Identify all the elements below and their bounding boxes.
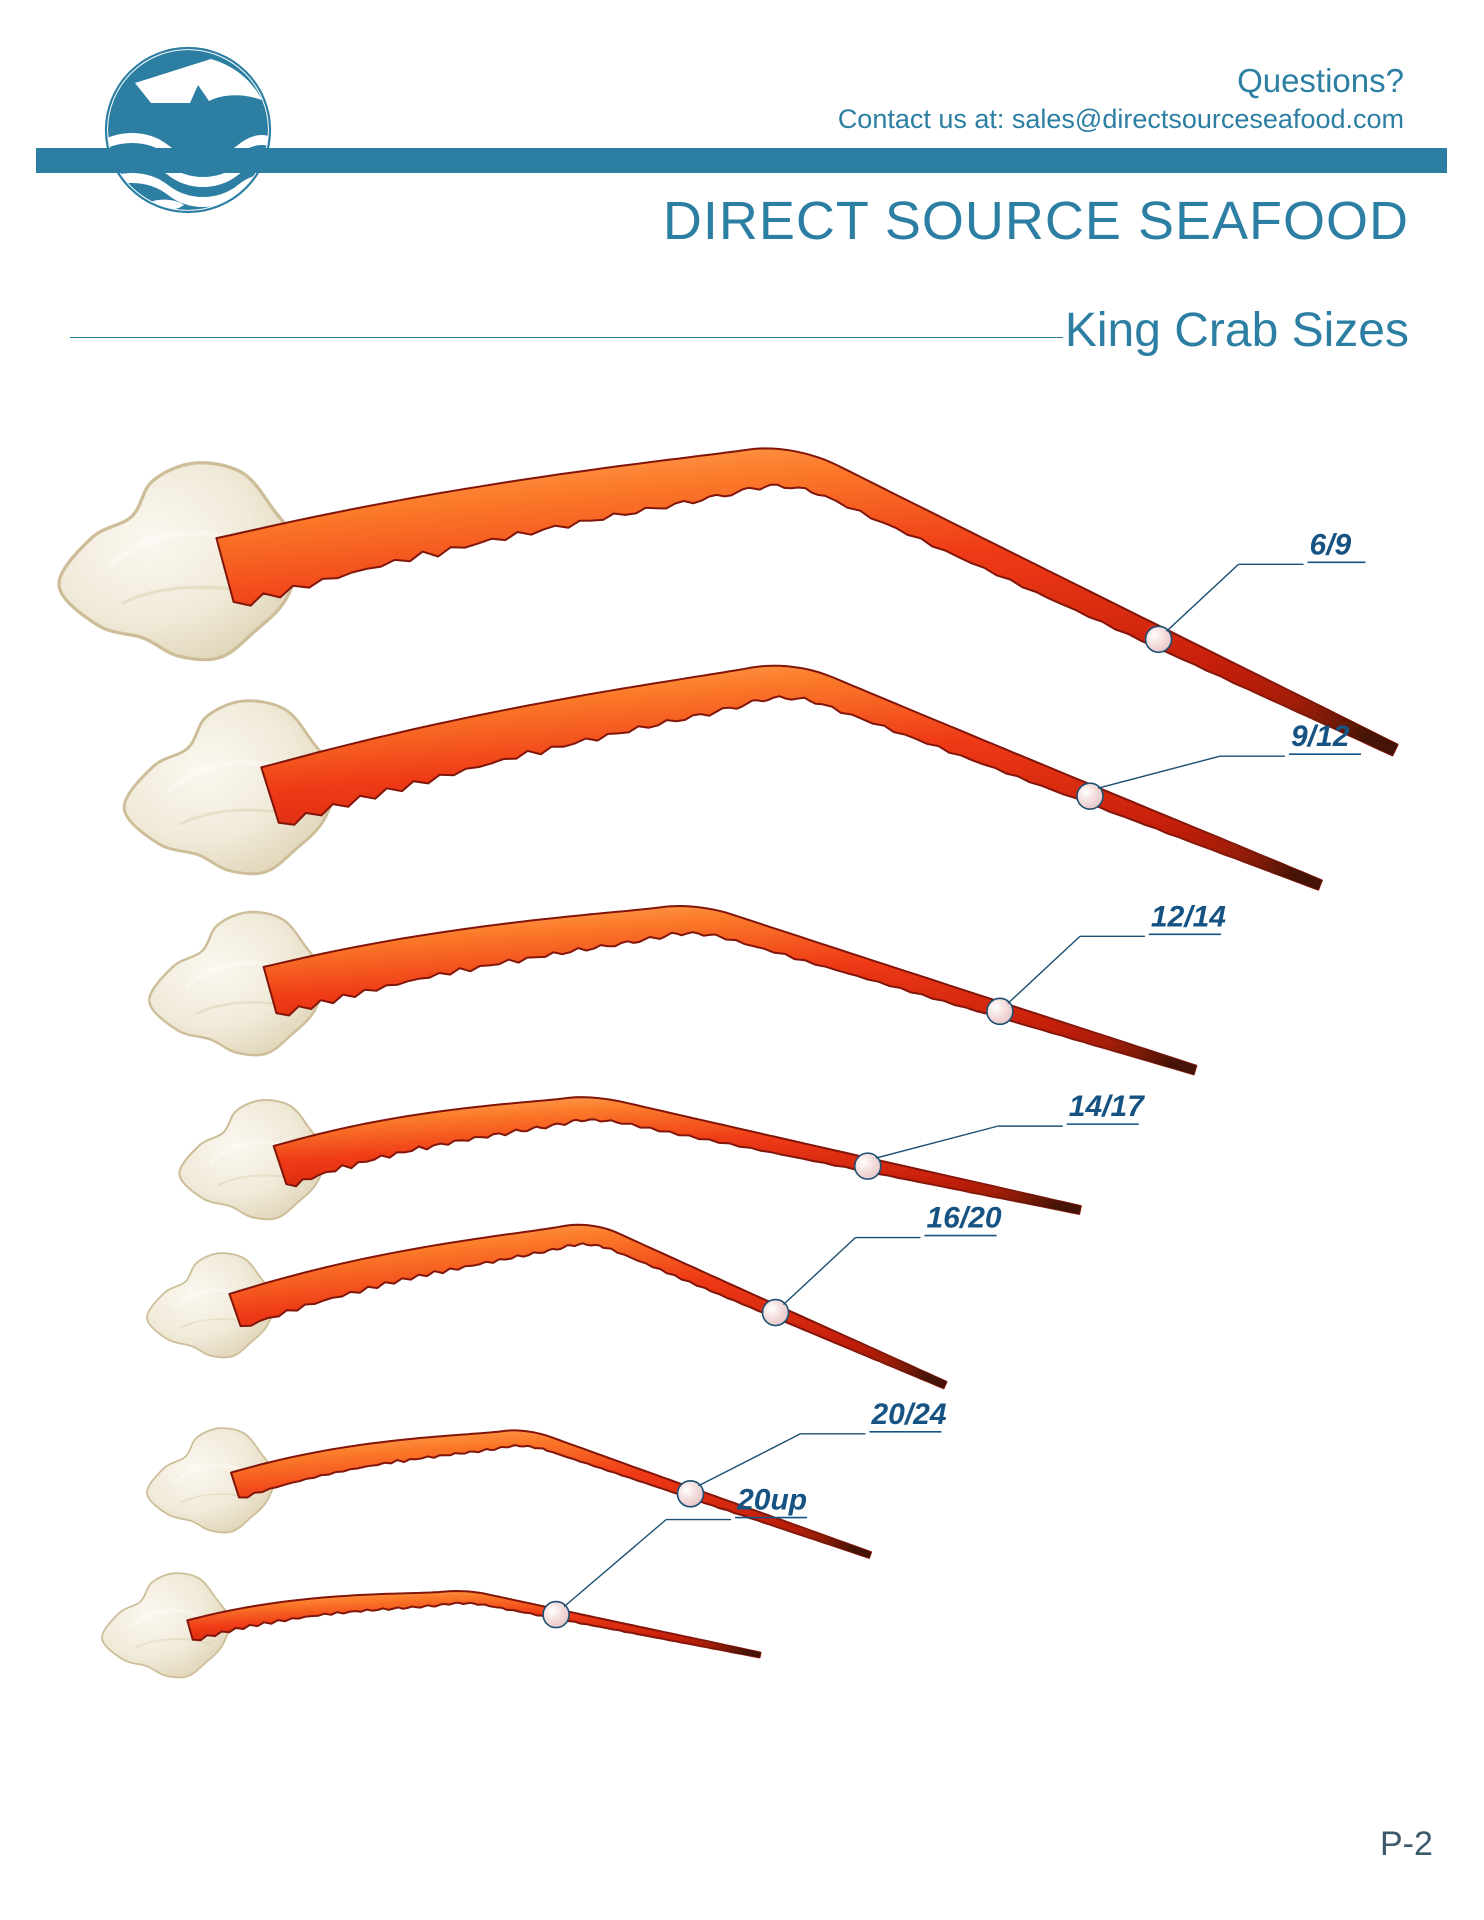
svg-text:20up: 20up [736,1484,807,1517]
svg-text:20/24: 20/24 [870,1398,946,1431]
svg-text:16/20: 16/20 [927,1202,1002,1235]
svg-text:14/17: 14/17 [1069,1090,1145,1123]
svg-text:12/14: 12/14 [1151,900,1226,933]
svg-text:6/9: 6/9 [1310,528,1352,561]
svg-text:9/12: 9/12 [1291,720,1350,753]
